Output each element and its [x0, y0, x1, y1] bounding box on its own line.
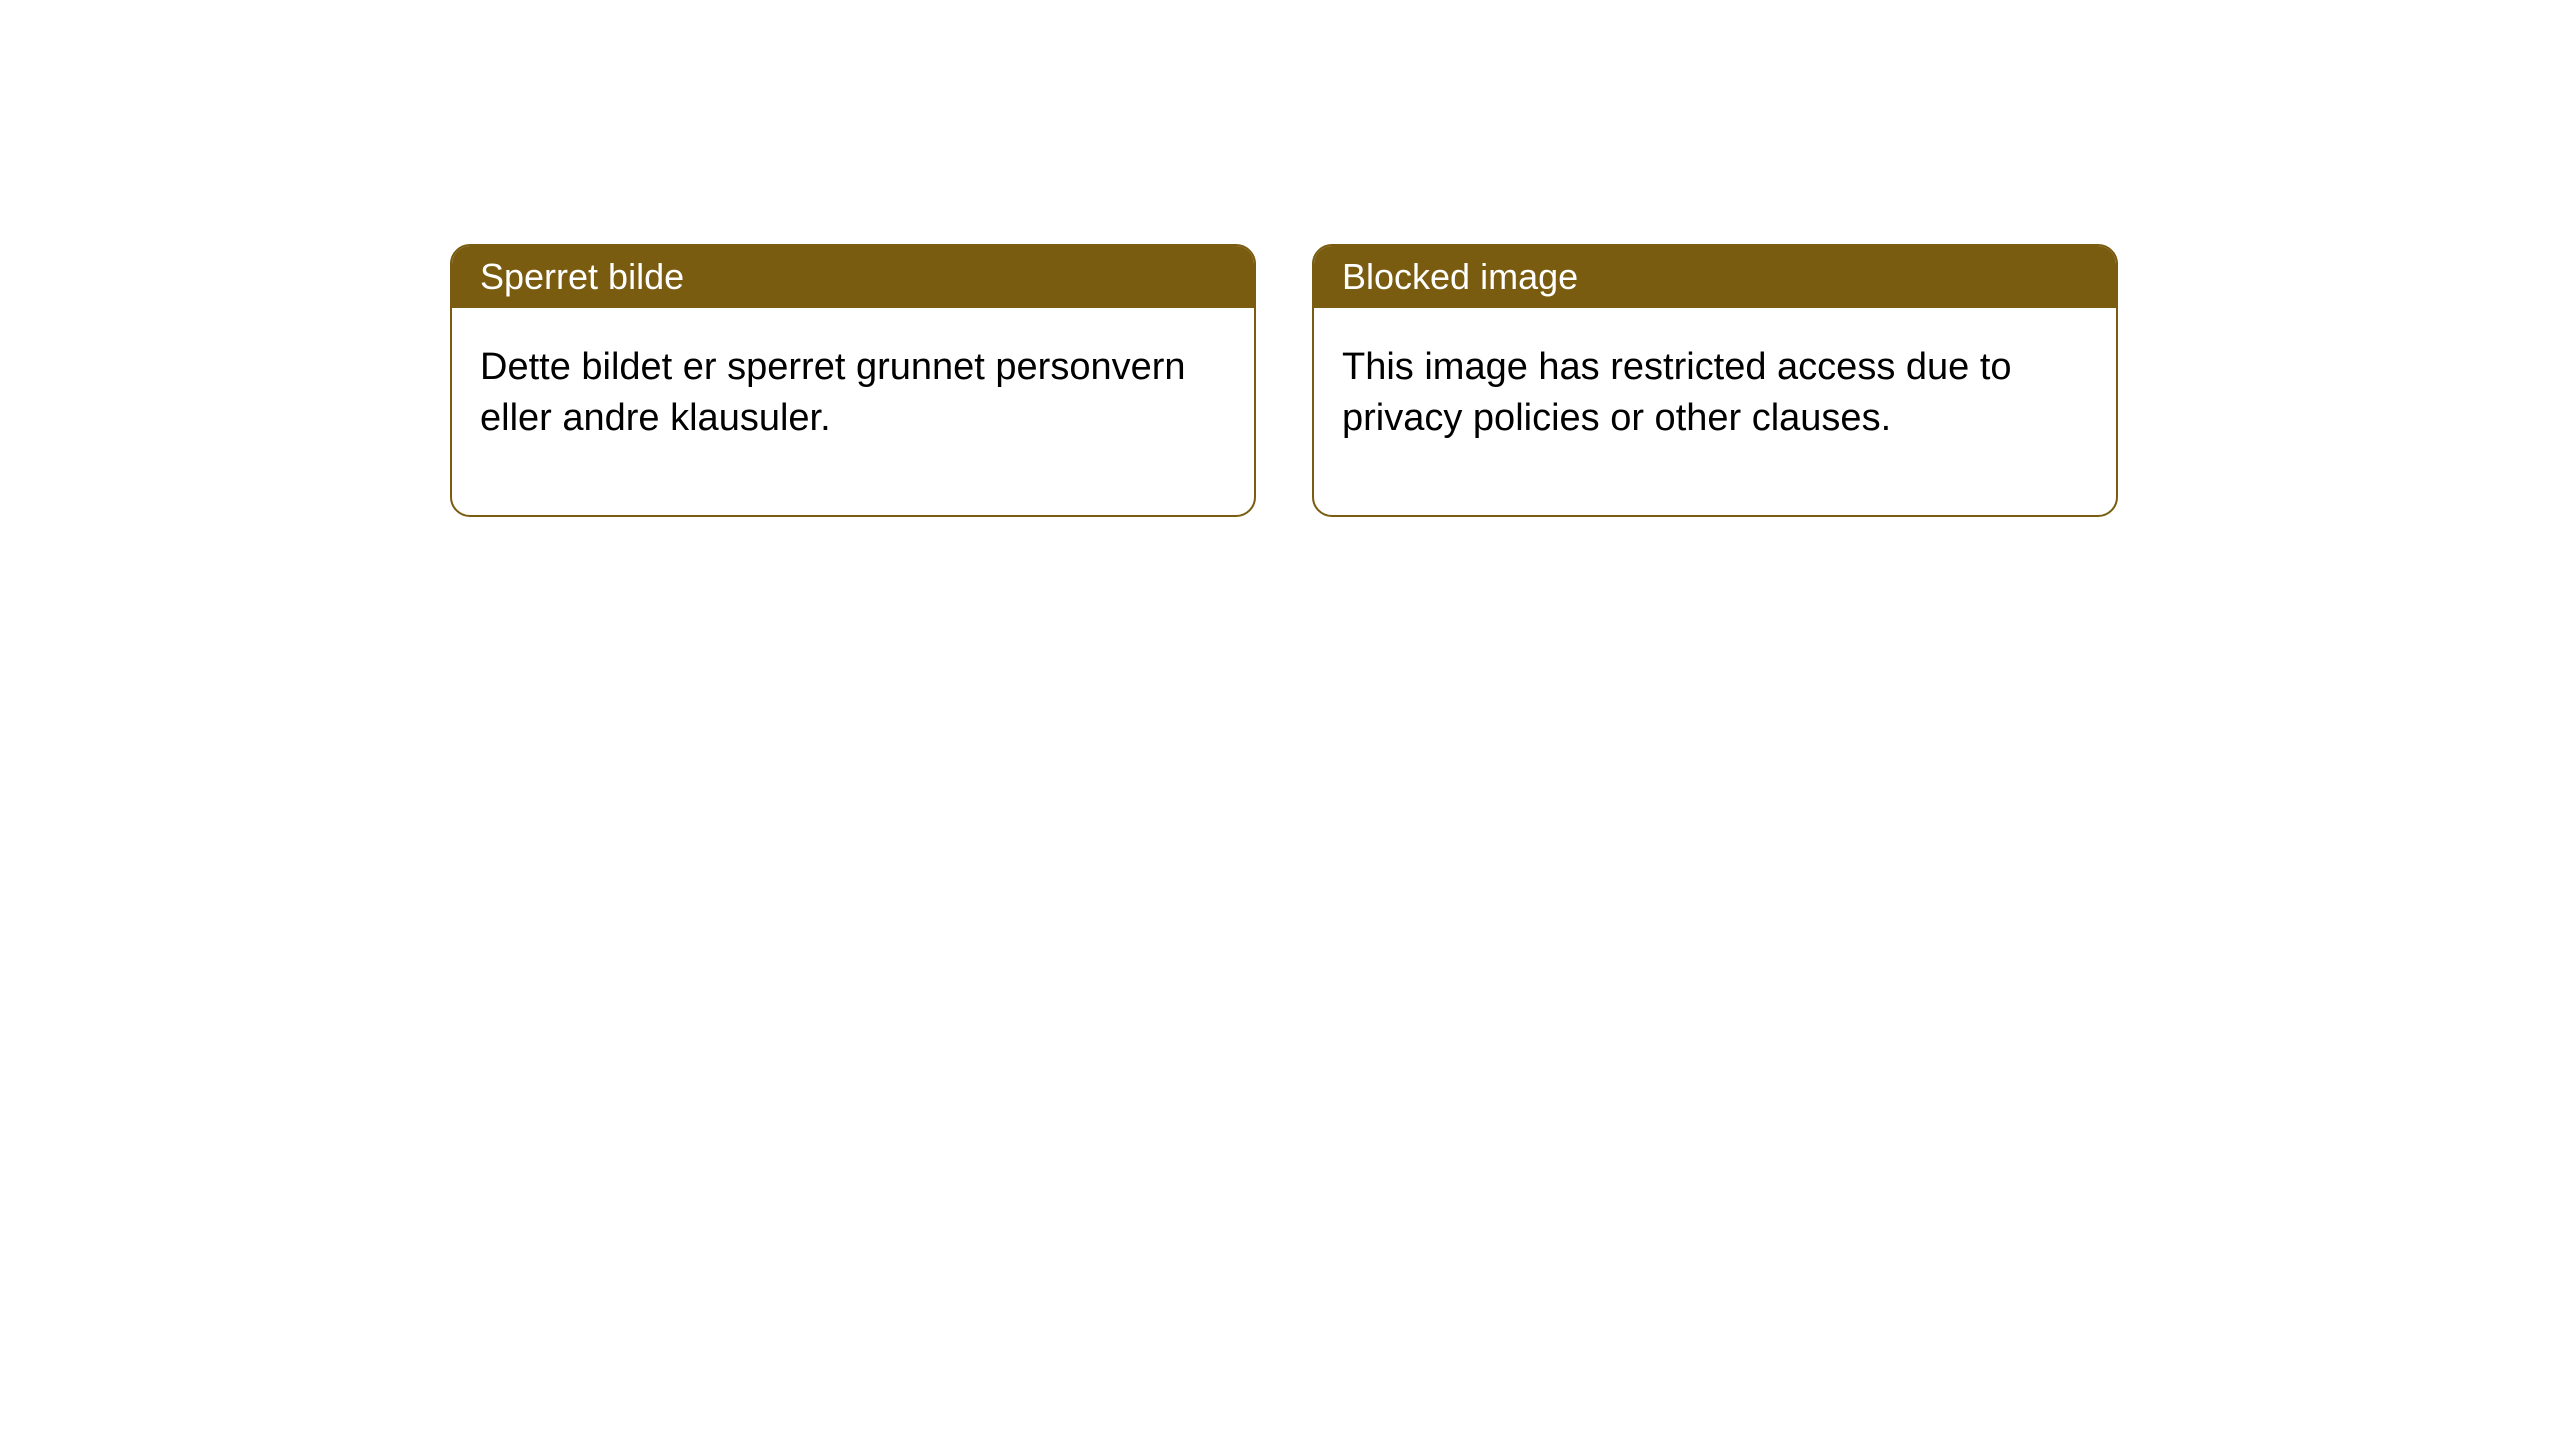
card-title: Blocked image	[1342, 256, 1578, 297]
card-title: Sperret bilde	[480, 256, 684, 297]
card-header: Blocked image	[1314, 246, 2116, 308]
card-body: This image has restricted access due to …	[1314, 308, 2116, 515]
card-body-text: This image has restricted access due to …	[1342, 346, 2012, 439]
card-body-text: Dette bildet er sperret grunnet personve…	[480, 346, 1186, 439]
notice-container: Sperret bilde Dette bildet er sperret gr…	[450, 244, 2118, 517]
notice-card-norwegian: Sperret bilde Dette bildet er sperret gr…	[450, 244, 1256, 517]
notice-card-english: Blocked image This image has restricted …	[1312, 244, 2118, 517]
card-body: Dette bildet er sperret grunnet personve…	[452, 308, 1254, 515]
card-header: Sperret bilde	[452, 246, 1254, 308]
